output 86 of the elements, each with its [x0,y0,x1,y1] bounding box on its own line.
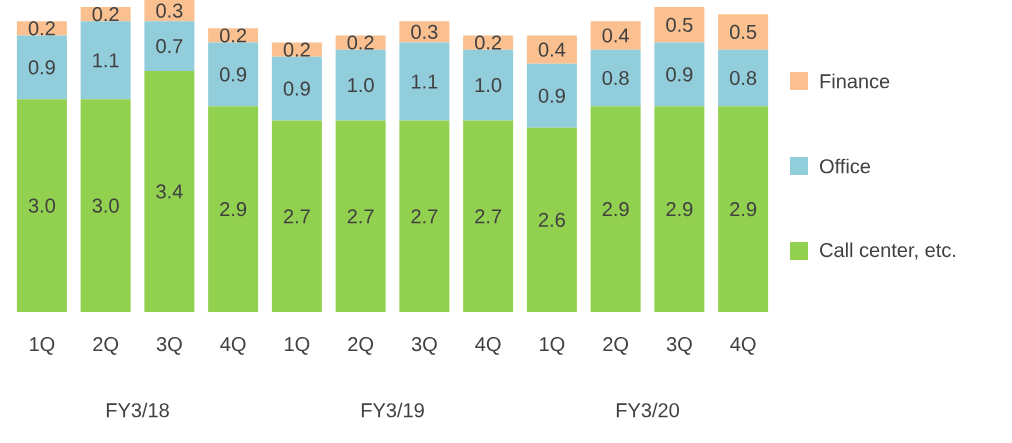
bar [654,42,705,107]
data-label: 2.6 [538,212,565,227]
data-label: 0.2 [283,42,310,57]
data-label: 2.9 [730,202,757,217]
data-label: 0.8 [602,70,629,86]
x-tick-label: 4Q [220,337,246,355]
data-label: 0.3 [411,24,438,39]
bar [335,35,386,50]
data-label: 3.0 [92,198,119,213]
x-tick-label: 4Q [475,337,501,355]
x-tick-label: 2Q [93,337,119,355]
data-label: 2.7 [475,209,502,224]
data-label: 0.9 [220,67,247,82]
bar [16,99,67,312]
bar [271,56,322,121]
data-label: 1.1 [93,53,119,68]
x-tick-label: 3Q [411,337,437,355]
text: FY3/19 [361,402,424,418]
data-label: 0.7 [156,39,183,54]
data-label: 0.3 [156,3,183,18]
bar [718,49,769,107]
data-label: 0.2 [28,21,55,36]
data-label: 2.9 [220,202,247,217]
data-label: 3.0 [28,198,56,213]
bar [80,21,131,100]
data-label: 0.2 [347,35,374,50]
data-label: 2.7 [283,209,310,224]
data-label: 0.9 [28,60,55,75]
data-label: 0.9 [283,81,310,96]
bar [144,21,195,71]
bar [208,28,259,43]
bar [526,63,577,128]
data-label: 0.5 [730,24,757,39]
bar [654,7,705,43]
bar [399,21,450,43]
x-tick-label: 4Q [730,337,756,355]
bar [463,49,514,121]
bar [80,99,131,312]
bar [463,120,514,312]
x-tick-label: 1Q [30,337,55,355]
bar [16,35,67,100]
data-label: 2.7 [347,209,374,224]
data-label: 0.8 [730,70,757,86]
x-tick-label: 1Q [540,337,565,355]
legend-label: Call center, etc. [820,242,956,260]
data-label: 0.2 [220,28,247,43]
bar [208,106,259,312]
text: FY3/20 [616,402,679,418]
data-label: 0.2 [475,35,502,50]
legend-label: Office [820,158,871,174]
bar [590,21,641,50]
data-label: 0.2 [92,7,119,22]
bar [718,106,769,312]
legend-label: Finance [820,73,890,89]
data-label: 2.9 [602,202,629,217]
data-label: 1.1 [412,74,438,89]
bar [335,120,386,312]
data-label: 0.5 [666,17,693,32]
x-tick-label: 2Q [603,337,629,355]
bar [590,106,641,312]
x-tick-label: 3Q [156,337,182,355]
bar [718,14,769,50]
data-label: 2.7 [411,209,438,224]
data-label: 0.9 [538,88,565,103]
bar [654,106,705,312]
bar [399,42,450,121]
data-label: 1.0 [475,78,502,93]
data-label: 2.9 [666,202,693,217]
text: FY3/18 [106,402,169,418]
bar [271,120,322,312]
bar [526,35,577,64]
data-label: 1.0 [348,78,374,93]
x-tick-label: 1Q [285,337,310,355]
data-label: 0.4 [538,42,566,57]
data-label: 3.4 [156,184,183,199]
data-label: 0.4 [602,28,629,43]
bar [590,49,641,107]
bar [144,70,195,312]
bar [208,42,259,107]
bar [399,120,450,312]
bar [526,127,577,312]
bar [335,49,386,121]
data-label: 0.9 [666,67,693,82]
bar [463,35,514,50]
x-tick-label: 3Q [666,337,692,355]
x-tick-label: 2Q [348,337,374,355]
